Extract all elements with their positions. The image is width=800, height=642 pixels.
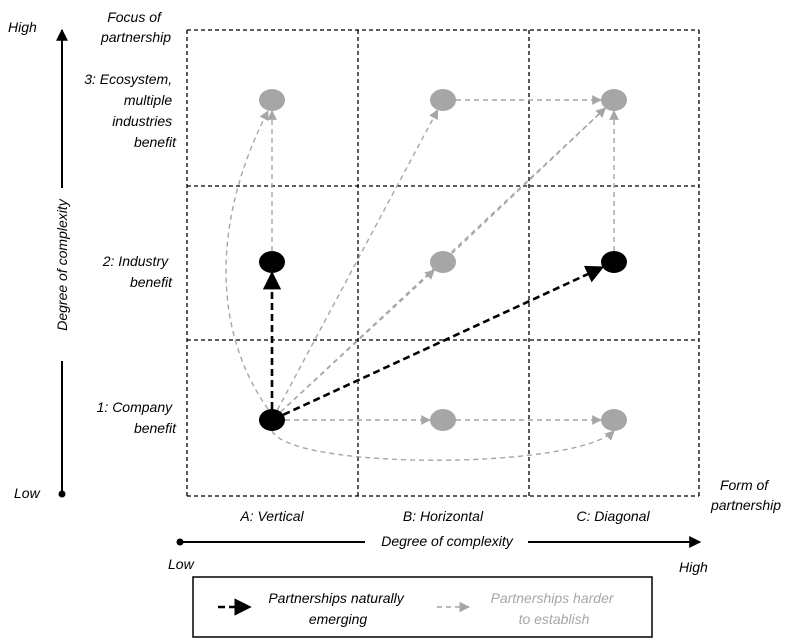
legend-harder-label: Partnerships harder to establish <box>491 590 618 627</box>
nodes <box>259 89 627 431</box>
edges <box>225 95 619 461</box>
x-axis-high-label: High <box>679 559 708 575</box>
y-axis-category-header: Focus of partnership <box>100 9 171 45</box>
y-axis-category-header-line-1: Focus of <box>107 9 163 25</box>
row-label-ecosystem-line-2: multiple <box>124 92 172 108</box>
y-axis-low-label: Low <box>14 485 41 501</box>
row-label-company-line-2: benefit <box>134 420 177 436</box>
legend-emerging-label: Partnerships naturally emerging <box>268 590 407 627</box>
x-axis-category-header-line-1: Form of <box>720 477 770 493</box>
x-axis-title: Degree of complexity <box>381 533 514 549</box>
node-C1 <box>601 409 627 431</box>
row-label-company-line-1: 1: Company <box>97 399 173 415</box>
y-axis-title: Degree of complexity <box>54 198 70 331</box>
y-axis-category-header-line-2: partnership <box>100 29 171 45</box>
y-axis-origin-dot <box>58 490 66 498</box>
x-axis-low-label: Low <box>168 556 195 572</box>
column-label-vertical: A: Vertical <box>239 508 304 524</box>
node-B1 <box>430 409 456 431</box>
node-A2 <box>259 251 285 273</box>
legend: Partnerships naturally emerging Partners… <box>192 576 653 638</box>
node-C2 <box>601 251 627 273</box>
node-B3 <box>430 89 456 111</box>
node-C3 <box>601 89 627 111</box>
node-B2 <box>430 251 456 273</box>
row-label-industry-line-1: 2: Industry <box>102 253 169 269</box>
row-label-company: 1: Company benefit <box>97 399 177 436</box>
edge-A1-C2 <box>282 265 605 416</box>
edge-A1-C1 <box>271 430 615 461</box>
row-labels: 3: Ecosystem, multiple industries benefi… <box>84 71 177 436</box>
legend-emerging-label-line-2: emerging <box>309 611 368 627</box>
legend-box <box>192 576 653 638</box>
y-axis: High Low Degree of complexity Focus of p… <box>8 9 171 501</box>
row-label-industry: 2: Industry benefit <box>102 253 173 290</box>
x-axis-category-header-line-2: partnership <box>710 497 781 513</box>
edge-A1-A3 <box>225 110 269 410</box>
legend-emerging-label-line-1: Partnerships naturally <box>268 590 404 606</box>
node-A1 <box>259 409 285 431</box>
legend-harder-label-line-1: Partnerships harder <box>491 590 615 606</box>
x-axis-origin-dot <box>176 538 184 546</box>
column-label-horizontal: B: Horizontal <box>403 508 484 524</box>
row-label-ecosystem-line-4: benefit <box>134 134 177 150</box>
node-A3 <box>259 89 285 111</box>
row-label-industry-line-2: benefit <box>130 274 173 290</box>
x-axis-category-header: Form of partnership <box>710 477 781 513</box>
column-labels: A: Vertical B: Horizontal C: Diagonal <box>239 508 650 524</box>
row-label-ecosystem-line-3: industries <box>112 113 172 129</box>
legend-harder-label-line-2: to establish <box>519 611 590 627</box>
y-axis-high-label: High <box>8 19 37 35</box>
edge-A1-B3 <box>276 109 439 411</box>
row-label-ecosystem: 3: Ecosystem, multiple industries benefi… <box>84 71 177 150</box>
x-axis: Degree of complexity Low High Form of pa… <box>168 477 781 575</box>
column-label-diagonal: C: Diagonal <box>576 508 650 524</box>
edge-A1-B2 <box>280 269 435 413</box>
row-label-ecosystem-line-1: 3: Ecosystem, <box>84 71 172 87</box>
